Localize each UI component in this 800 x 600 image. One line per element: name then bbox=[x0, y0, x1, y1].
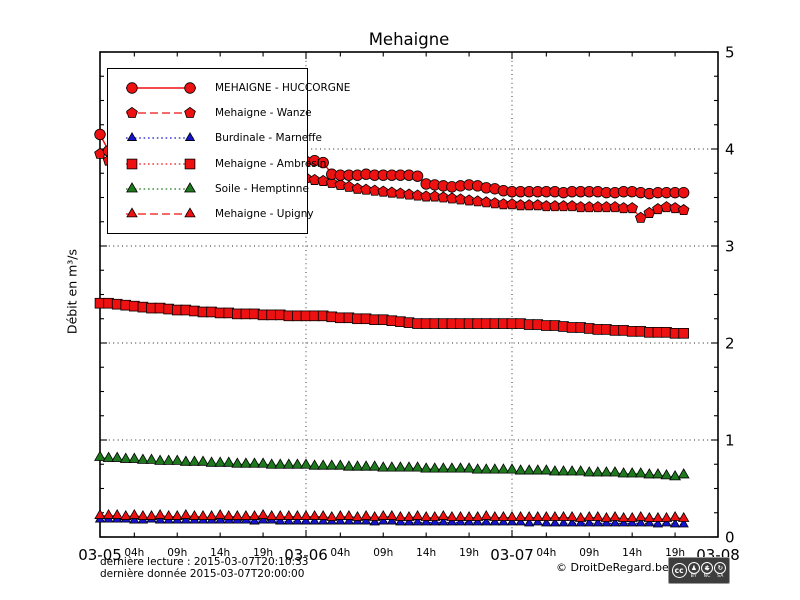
cc-nc-icon: $ NC bbox=[701, 561, 714, 580]
y-tick-label: 5 bbox=[725, 44, 735, 62]
x-day-tick-label: 03-05 bbox=[78, 546, 122, 564]
x-hour-tick-label: 09h bbox=[373, 547, 393, 559]
y-tick-label: 0 bbox=[725, 529, 735, 547]
y-tick-label: 4 bbox=[725, 141, 735, 159]
legend-item-ambresin: Mehaigne - Ambresin bbox=[108, 152, 326, 176]
legend-sample-icon bbox=[126, 207, 196, 218]
legend-sample-icon bbox=[126, 132, 196, 142]
cc-license-badge[interactable]: cc ♟ BY $ NC ↻ SA bbox=[668, 557, 730, 584]
x-hour-tick-label: 09h bbox=[167, 547, 187, 559]
legend-item-label: Soile - Hemptinne bbox=[215, 182, 309, 195]
x-hour-tick-label: 14h bbox=[622, 547, 642, 559]
x-hour-tick-label: 19h bbox=[253, 547, 273, 559]
legend-item-marneffe: Burdinale - Marneffe bbox=[108, 126, 322, 150]
legend-sample-icon bbox=[126, 158, 196, 169]
y-tick-label: 1 bbox=[725, 432, 735, 450]
legend-item-wanze: Mehaigne - Wanze bbox=[108, 101, 312, 125]
last-read-text: dernière lecture : 2015-03-07T20:10:33 bbox=[100, 556, 309, 568]
y-tick-label: 2 bbox=[725, 335, 735, 353]
cc-by-icon: ♟ BY bbox=[687, 561, 700, 580]
cc-icon: cc bbox=[671, 563, 687, 578]
x-hour-tick-label: 04h bbox=[330, 547, 350, 559]
x-day-tick-label: 03-06 bbox=[284, 546, 328, 564]
series-soile-hemptinne bbox=[94, 450, 690, 481]
gridlines bbox=[100, 52, 718, 537]
series-mehaigne-ambresin bbox=[94, 297, 689, 339]
legend-box: MEHAIGNE - HUCCORGNE Mehaigne - Wanze Bu… bbox=[107, 68, 350, 234]
x-hour-tick-label: 19h bbox=[665, 547, 685, 559]
chart-title: Mehaigne bbox=[368, 30, 450, 49]
series-mehaigne-upigny bbox=[94, 509, 690, 522]
legend-item-upigny: Mehaigne - Upigny bbox=[108, 202, 314, 226]
x-hour-tick-label: 09h bbox=[579, 547, 599, 559]
last-data-text: dernière donnée 2015-03-07T20:00:00 bbox=[100, 567, 305, 580]
copyright-text: © DroitDeRegard.be bbox=[556, 561, 669, 574]
footer-timestamps: dernière lecture : 2015-03-07T20:10:33 d… bbox=[100, 556, 309, 580]
legend-sample-icon bbox=[126, 182, 196, 193]
legend-item-hemptinne: Soile - Hemptinne bbox=[108, 177, 309, 201]
y-axis-label: Débit en m³/s bbox=[64, 248, 80, 335]
x-hour-tick-label: 14h bbox=[416, 547, 436, 559]
legend-sample-icon bbox=[126, 106, 196, 118]
x-day-tick-label: 03-07 bbox=[490, 546, 534, 564]
legend-item-label: MEHAIGNE - HUCCORGNE bbox=[215, 81, 351, 94]
legend-item-label: Burdinale - Marneffe bbox=[215, 132, 322, 145]
legend-item-label: Mehaigne - Ambresin bbox=[215, 157, 327, 170]
legend-sample-icon bbox=[126, 81, 196, 94]
x-hour-tick-label: 19h bbox=[459, 547, 479, 559]
y-tick-label: 3 bbox=[725, 238, 735, 256]
x-hour-tick-label: 14h bbox=[210, 547, 230, 559]
cc-sa-icon: ↻ SA bbox=[714, 561, 727, 580]
legend-item-huccorgne: MEHAIGNE - HUCCORGNE bbox=[108, 76, 350, 100]
x-hour-tick-label: 04h bbox=[124, 547, 144, 559]
x-hour-tick-label: 04h bbox=[536, 547, 556, 559]
legend-item-label: Mehaigne - Upigny bbox=[215, 208, 314, 221]
axis-ticks bbox=[99, 51, 719, 538]
legend-item-label: Mehaigne - Wanze bbox=[215, 106, 312, 119]
